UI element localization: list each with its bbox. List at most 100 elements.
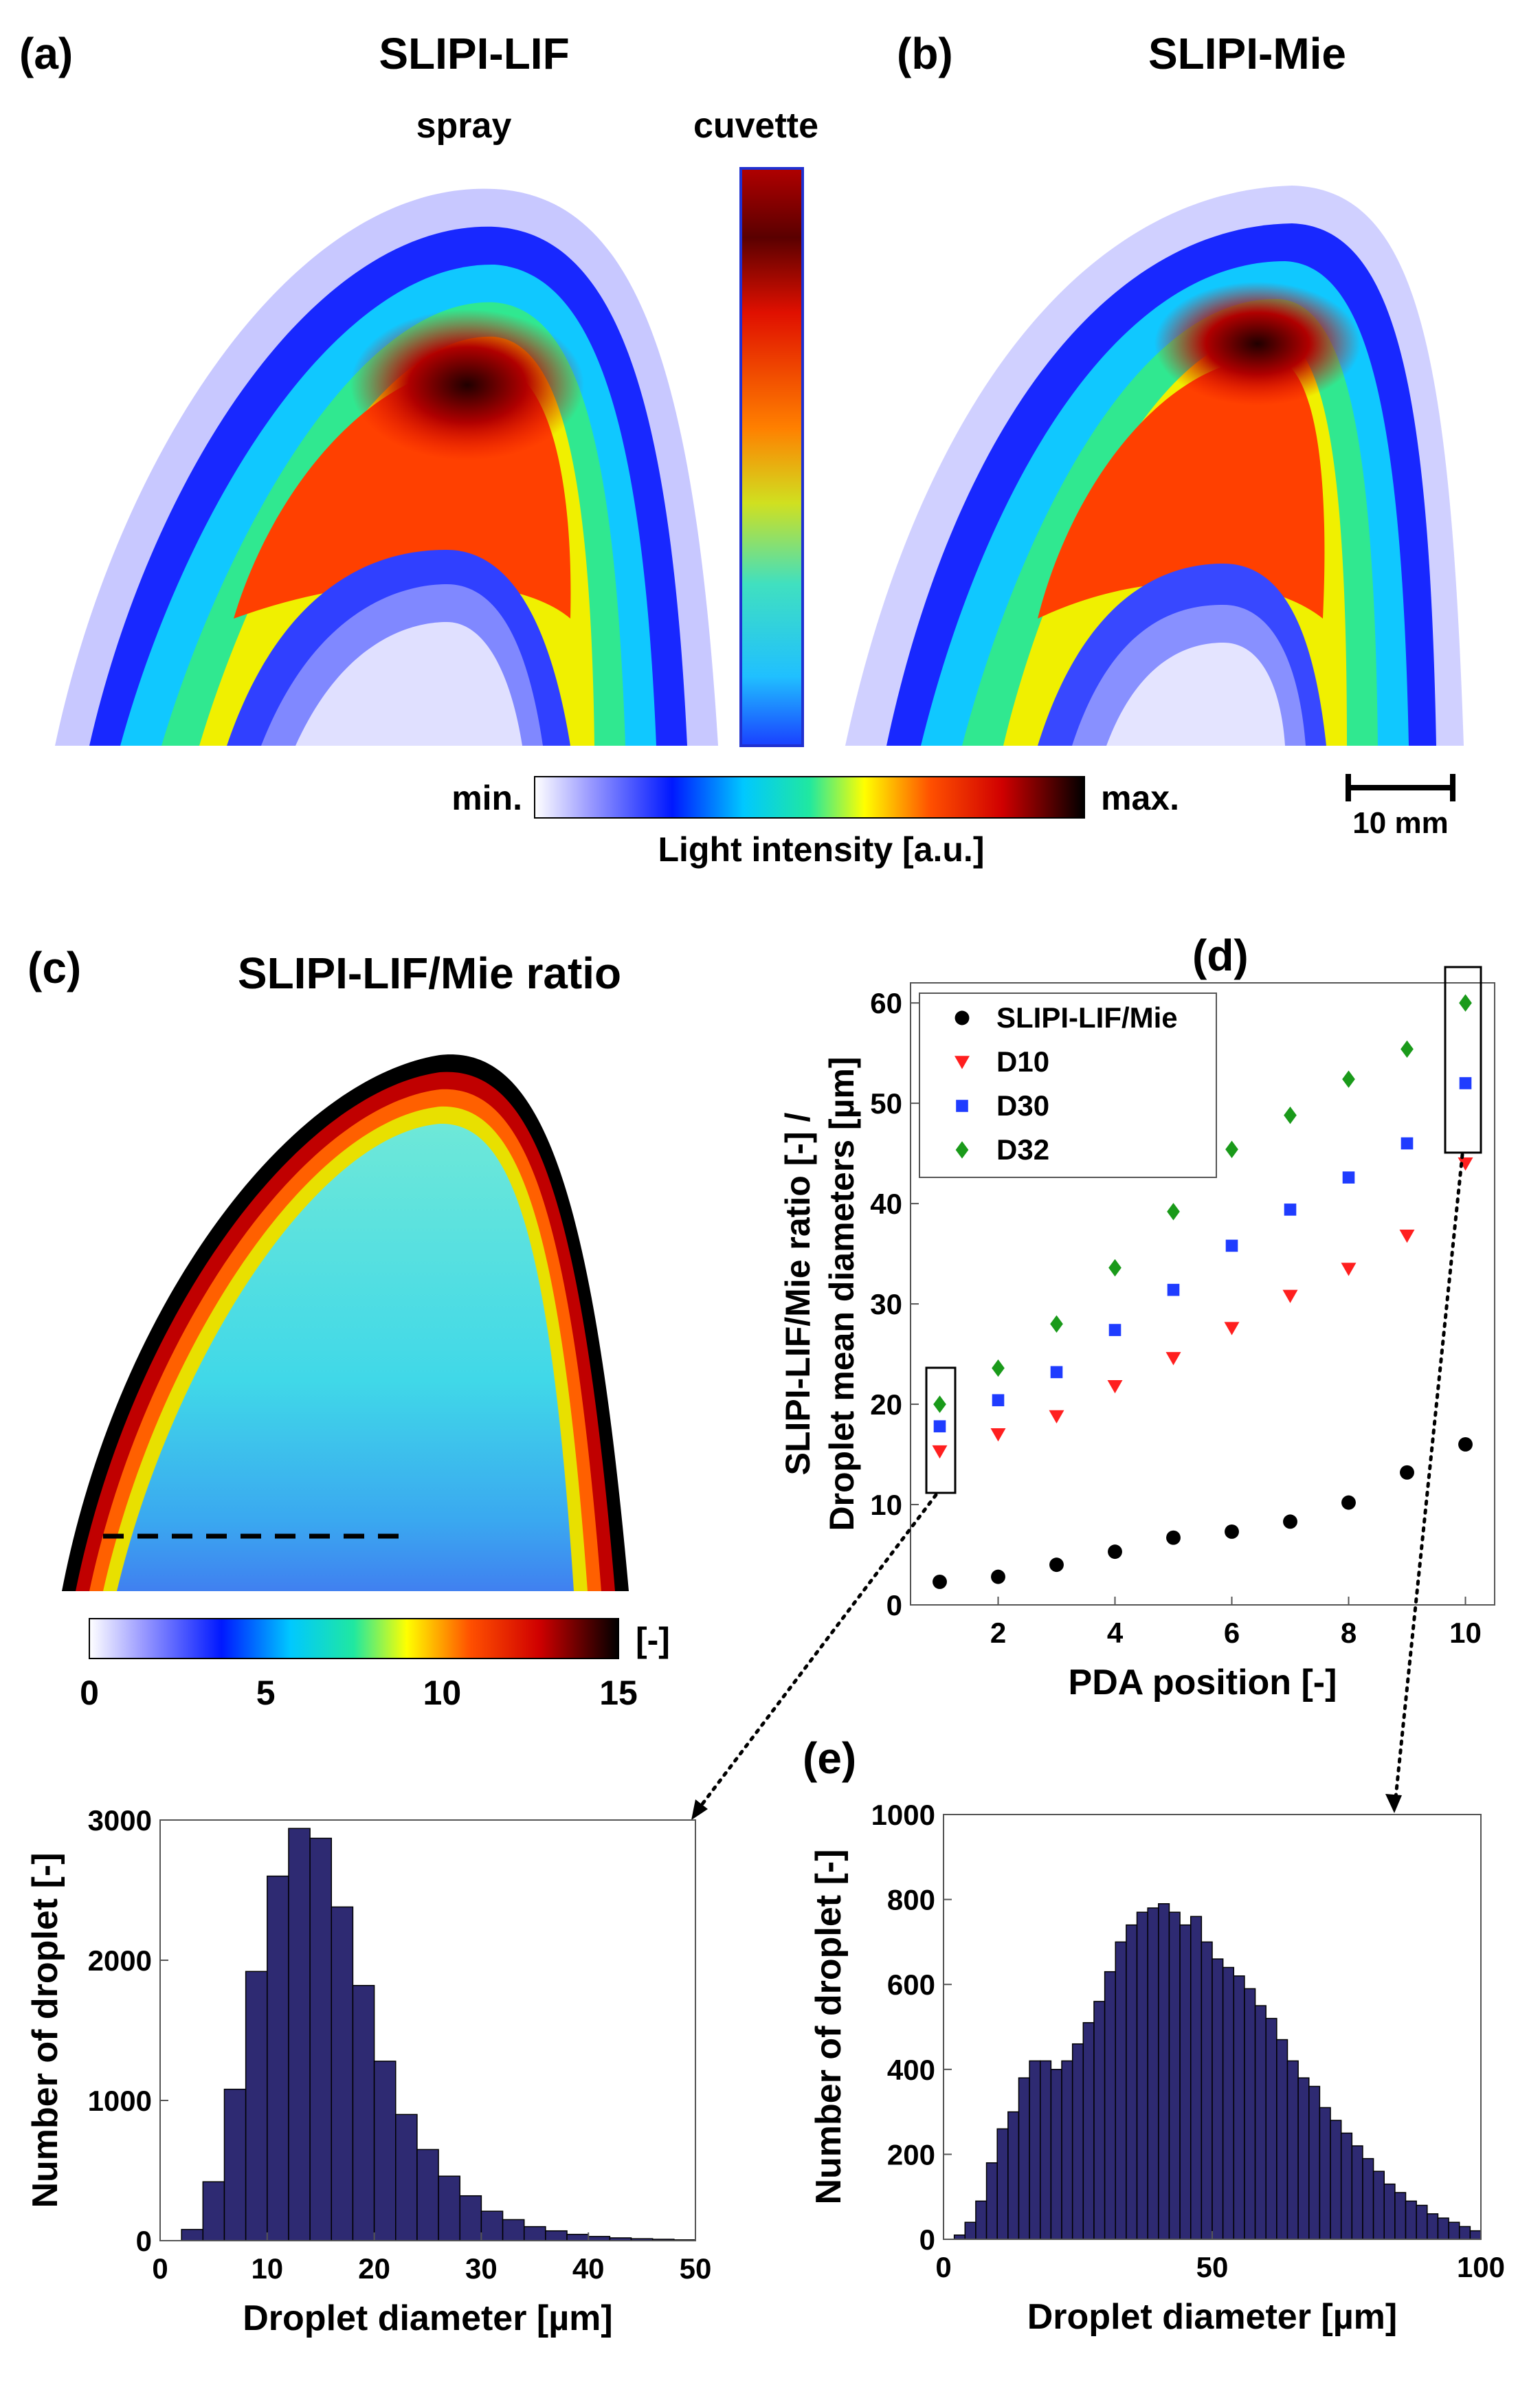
chart-h2-bar bbox=[1276, 2039, 1288, 2240]
chart-h2-bar bbox=[1351, 2145, 1363, 2240]
chart-d-point-slipi-lif-mie bbox=[1400, 1465, 1414, 1480]
chart-h2-bar bbox=[1201, 1941, 1213, 2240]
chart-d-ytick-label: 20 bbox=[870, 1388, 902, 1421]
chart-h1-bar bbox=[309, 1837, 333, 2241]
chart-h2-bar bbox=[1416, 2204, 1428, 2240]
chart-h1-ytick-label: 3000 bbox=[88, 1804, 152, 1837]
ratio-colorbar-tick: 10 bbox=[423, 1674, 462, 1712]
chart-h2-bar bbox=[1265, 2017, 1277, 2240]
chart-h2-ytick-label: 200 bbox=[887, 2138, 935, 2171]
legend-marker bbox=[956, 1100, 968, 1112]
chart-d-point-d30 bbox=[992, 1394, 1005, 1407]
chart-h2-bar bbox=[1222, 1966, 1235, 2240]
chart-d-point-slipi-lif-mie bbox=[1341, 1495, 1356, 1510]
panel-b-letter: (b) bbox=[897, 29, 953, 78]
chart-h2-bar bbox=[1383, 2183, 1396, 2240]
chart-d-point-d10 bbox=[932, 1445, 948, 1459]
legend-entry: SLIPI-LIF/Mie bbox=[996, 1001, 1178, 1034]
chart-h2-bar bbox=[1244, 1988, 1256, 2240]
chart-d-point-d10 bbox=[1165, 1352, 1181, 1366]
chart-d-point-slipi-lif-mie bbox=[1283, 1514, 1297, 1529]
chart-h2-bar bbox=[1340, 2132, 1353, 2240]
chart-h1-ytick-label: 2000 bbox=[88, 1944, 152, 1977]
chart-h1-bar bbox=[545, 2230, 568, 2241]
panel-a-letter: (a) bbox=[19, 29, 73, 78]
chart-h2-bar bbox=[1254, 2005, 1266, 2240]
chart-h1-bar bbox=[523, 2226, 546, 2241]
legend-entry: D10 bbox=[996, 1045, 1049, 1078]
chart-d-point-slipi-lif-mie bbox=[1049, 1557, 1064, 1573]
spray-label: spray bbox=[416, 106, 512, 146]
ratio-colorbar-ticks: 0 5 10 15 bbox=[80, 1674, 638, 1712]
chart-h2-bar bbox=[1115, 1941, 1127, 2240]
chart-h2-bar bbox=[1071, 2043, 1084, 2240]
chart-h1-ytick-label: 1000 bbox=[88, 2085, 152, 2117]
chart-d-point-d30 bbox=[1050, 1366, 1063, 1379]
ratio-colorbar-tick: 15 bbox=[599, 1674, 638, 1712]
scale-bar-label: 10 mm bbox=[1352, 806, 1448, 840]
chart-d-point-slipi-lif-mie bbox=[1225, 1524, 1239, 1539]
chart-h2-bar bbox=[985, 2162, 998, 2240]
chart-d-point-d10 bbox=[1458, 1157, 1473, 1171]
chart-h2-bar bbox=[1394, 2192, 1407, 2240]
chart-d-ylabel-line1: SLIPI-LIF/Mie ratio [-] / bbox=[779, 1113, 817, 1476]
chart-h1-xlabel: Droplet diameter [µm] bbox=[243, 2298, 612, 2338]
chart-d-point-d30 bbox=[933, 1420, 946, 1432]
chart-d-point-d32 bbox=[1342, 1070, 1355, 1088]
chart-h2-bar bbox=[1136, 1911, 1148, 2240]
panel-b-title: SLIPI-Mie bbox=[1148, 29, 1346, 78]
chart-d-point-d10 bbox=[1224, 1322, 1240, 1335]
chart-h2-bar bbox=[1147, 1907, 1159, 2240]
chart-h2-bar bbox=[1427, 2213, 1439, 2240]
chart-h2-bar bbox=[1061, 2060, 1073, 2240]
cuvette-image bbox=[739, 167, 804, 747]
chart-h2-bar bbox=[1362, 2157, 1374, 2240]
chart-h2-xtick-label: 0 bbox=[935, 2251, 951, 2283]
chart-h1-bar bbox=[395, 2114, 418, 2241]
chart-h1-bar bbox=[566, 2234, 589, 2241]
chart-d-point-slipi-lif-mie bbox=[991, 1569, 1005, 1584]
chart-h2-bar bbox=[1168, 1911, 1181, 2240]
chart-d-point-d30 bbox=[1284, 1203, 1297, 1216]
chart-h1-bar bbox=[288, 1828, 311, 2241]
chart-h2-xtick-label: 100 bbox=[1457, 2251, 1505, 2283]
chart-h2-bar bbox=[975, 2200, 987, 2240]
chart-h2-bar bbox=[1233, 1975, 1245, 2240]
chart-d-xtick-label: 2 bbox=[990, 1617, 1006, 1649]
chart-h2-bar bbox=[1372, 2171, 1385, 2240]
chart-h2-bar bbox=[1308, 2085, 1321, 2240]
chart-h2-bar bbox=[1082, 2022, 1095, 2240]
chart-d-point-d30 bbox=[1108, 1324, 1121, 1336]
chart-histogram-pos1: 0 1000 2000 3000 0 10 20 30 40 50 Droplet diameter… bbox=[25, 1804, 711, 2338]
chart-d-xtick-label: 4 bbox=[1107, 1617, 1124, 1649]
chart-d-point-d10 bbox=[1341, 1263, 1357, 1276]
chart-h1-xtick-label: 20 bbox=[358, 2252, 390, 2285]
colorbar-title: Light intensity [a.u.] bbox=[658, 830, 985, 869]
chart-h2-bar bbox=[1330, 2120, 1342, 2240]
chart-d-point-d30 bbox=[1400, 1137, 1414, 1150]
chart-h1-bar bbox=[480, 2210, 504, 2241]
chart-h2-bar bbox=[1286, 2060, 1299, 2240]
chart-h1-xtick-label: 10 bbox=[251, 2252, 283, 2285]
ratio-colorbar-tick: 5 bbox=[256, 1674, 276, 1712]
spray-mie-image bbox=[845, 186, 1464, 746]
chart-h1-xtick-label: 0 bbox=[152, 2252, 168, 2285]
chart-h1-ylabel: Number of droplet [-] bbox=[25, 1852, 65, 2208]
chart-d-point-d10 bbox=[1282, 1289, 1298, 1303]
chart-d: 0 10 20 30 40 50 60 2 4 6 8 10 PDA position [-] SLIPI… bbox=[779, 982, 1495, 1702]
colorbar-max-label: max. bbox=[1101, 779, 1179, 817]
chart-d-point-slipi-lif-mie bbox=[1108, 1544, 1122, 1560]
chart-d-legend-box bbox=[919, 992, 1217, 1178]
chart-d-xtick-label: 10 bbox=[1449, 1617, 1482, 1649]
chart-h2-bar bbox=[1104, 1971, 1116, 2240]
chart-h2-xlabel: Droplet diameter [µm] bbox=[1027, 2297, 1397, 2337]
chart-d-point-d32 bbox=[1167, 1203, 1180, 1221]
chart-h1-xtick-label: 30 bbox=[465, 2252, 498, 2285]
chart-h1-ytick-label: 0 bbox=[136, 2225, 152, 2257]
chart-d-ytick-label: 50 bbox=[870, 1087, 902, 1120]
chart-h1-bar bbox=[331, 1906, 354, 2241]
chart-h2-xtick-label: 50 bbox=[1196, 2251, 1229, 2283]
chart-d-point-d30 bbox=[1167, 1283, 1180, 1296]
chart-h2-bar bbox=[1297, 2077, 1310, 2240]
panel-e-letter: (e) bbox=[803, 1733, 856, 1783]
